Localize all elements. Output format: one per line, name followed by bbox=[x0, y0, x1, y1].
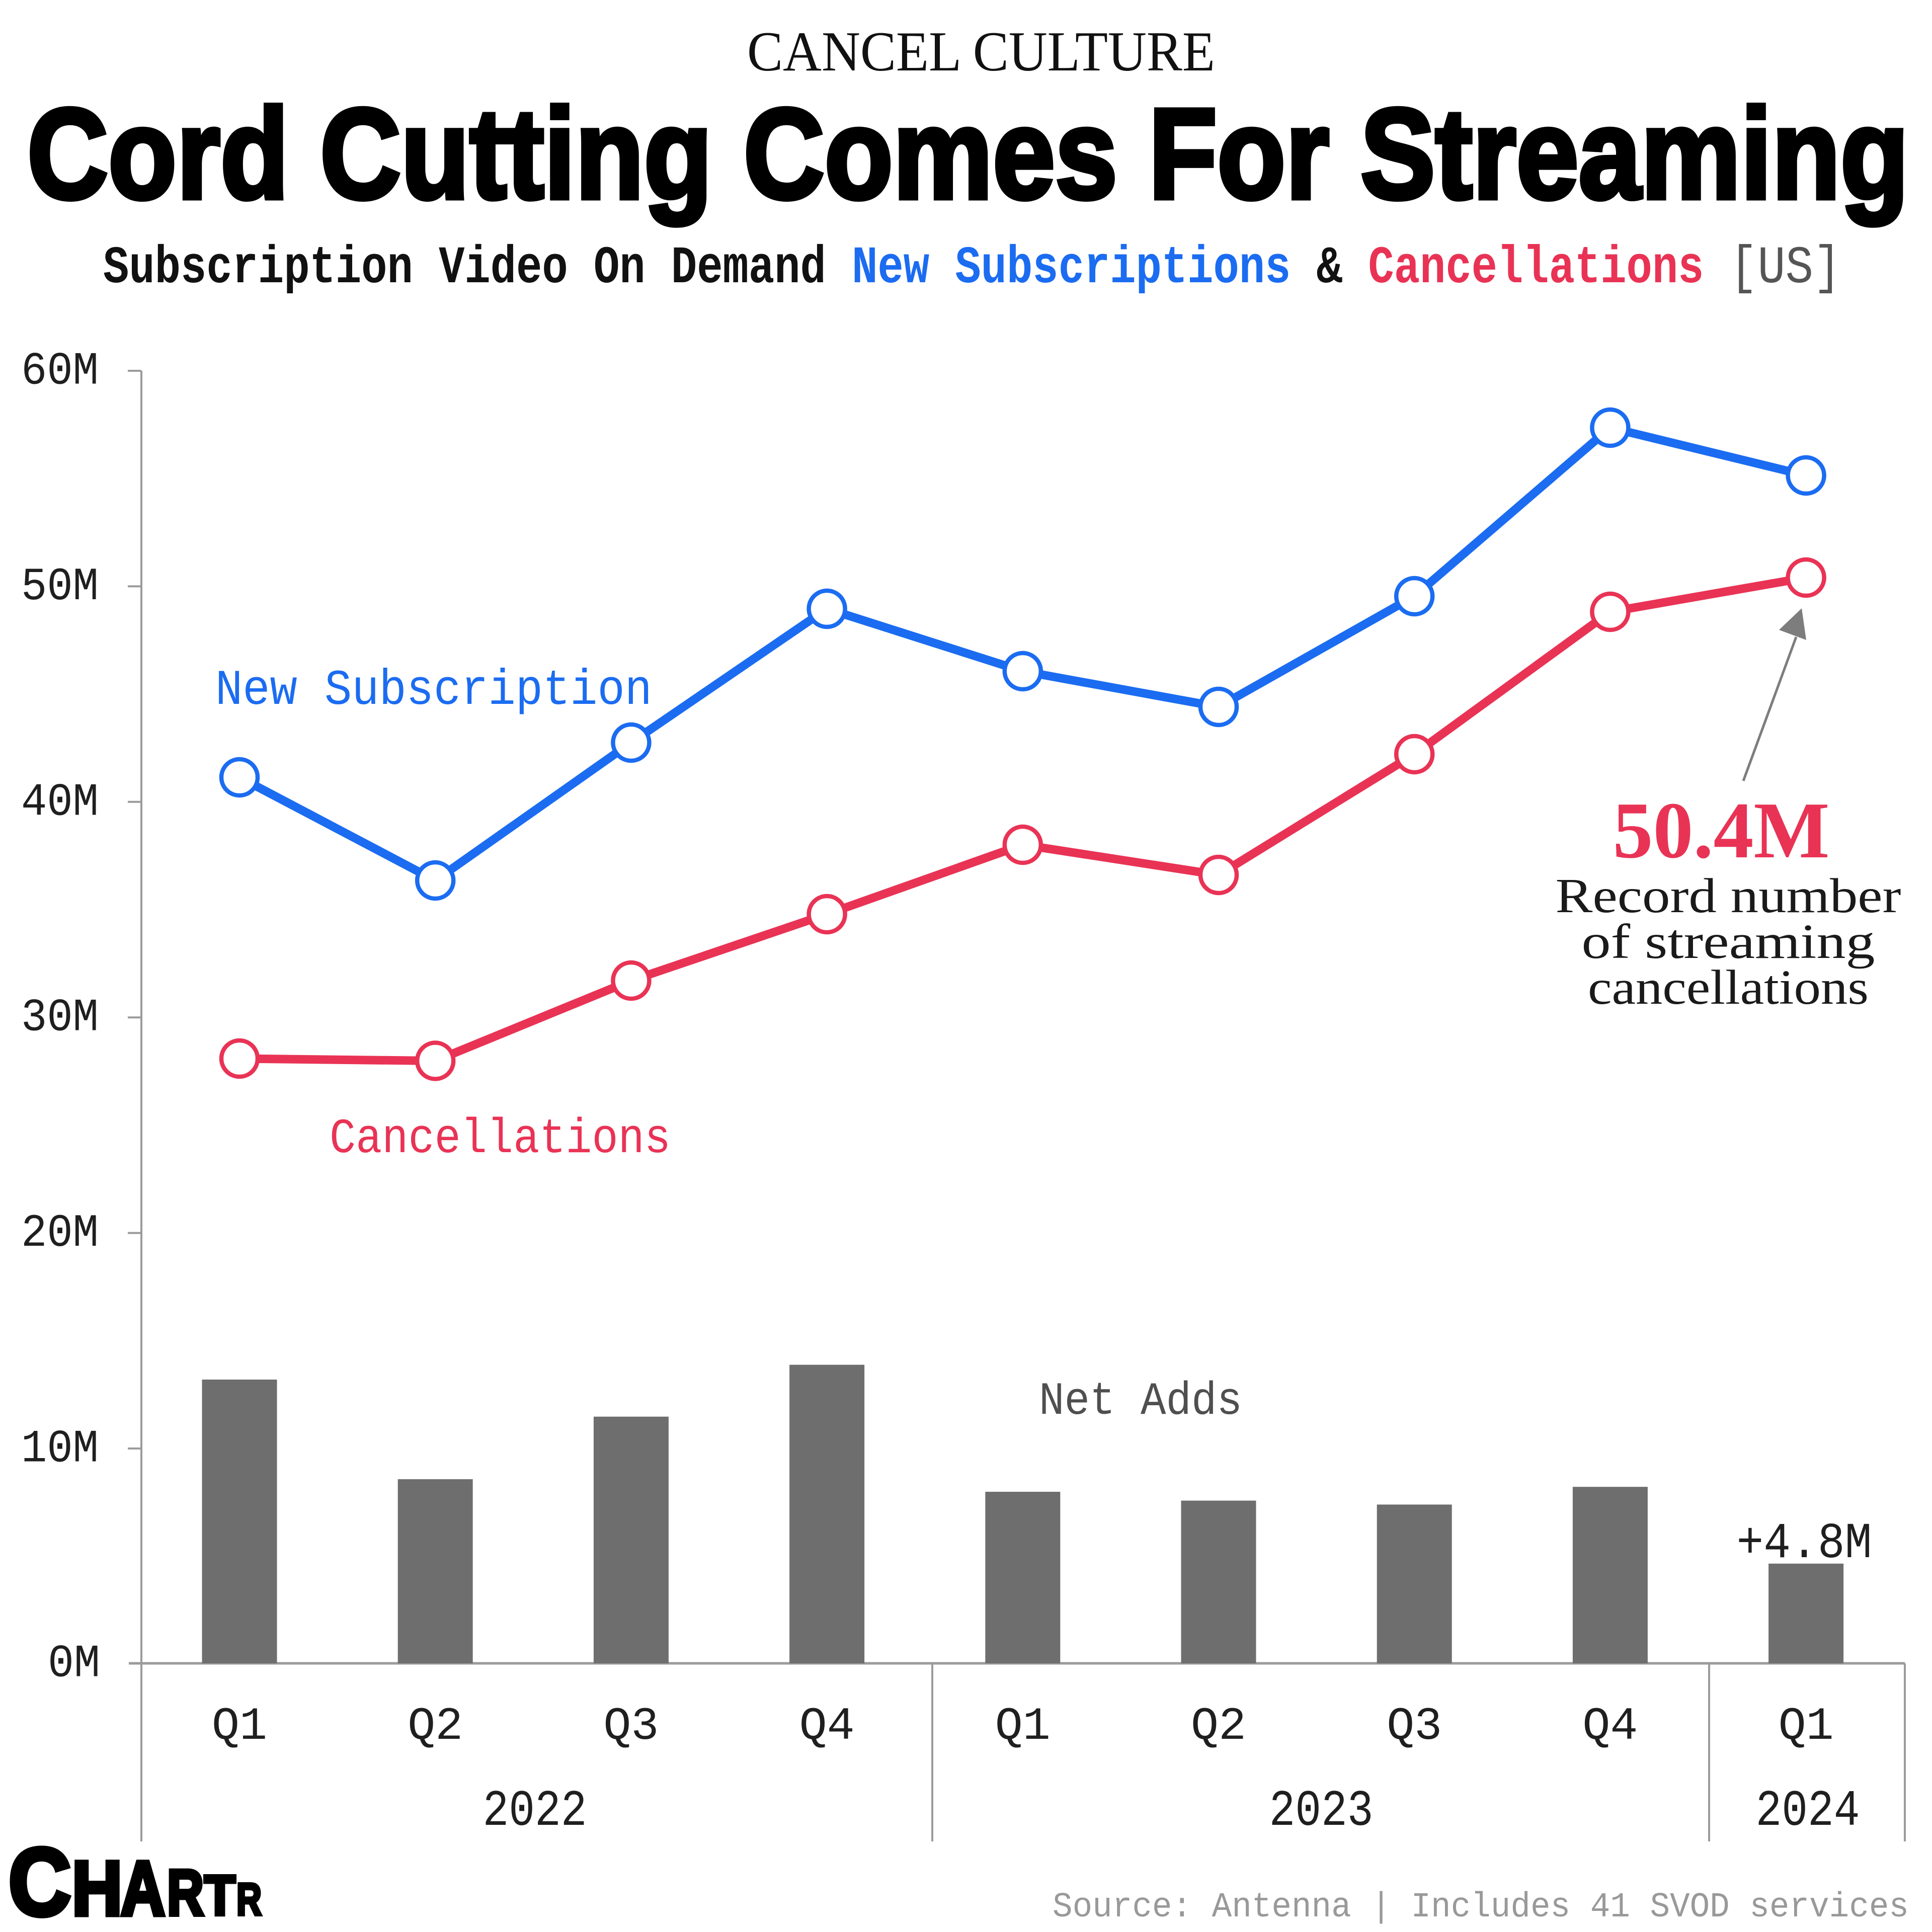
svg-text:H: H bbox=[72, 1845, 122, 1931]
svg-text:0M: 0M bbox=[48, 1638, 100, 1691]
svg-text:30M: 30M bbox=[21, 992, 99, 1044]
svg-text:Q1: Q1 bbox=[995, 1700, 1051, 1753]
svg-text:cancellations: cancellations bbox=[1588, 960, 1869, 1015]
svg-text:50.4M: 50.4M bbox=[1613, 785, 1830, 875]
svg-text:Subscription Video On Demand: Subscription Video On Demand bbox=[103, 238, 826, 298]
svg-text:Q4: Q4 bbox=[799, 1700, 855, 1753]
svg-text:+4.8M: +4.8M bbox=[1737, 1516, 1872, 1573]
svg-text:CANCEL CULTURE: CANCEL CULTURE bbox=[747, 21, 1215, 83]
svg-text:of streaming: of streaming bbox=[1582, 915, 1875, 969]
svg-text:T: T bbox=[204, 1864, 235, 1927]
svg-text:C: C bbox=[9, 1829, 71, 1932]
svg-text:Q2: Q2 bbox=[1191, 1700, 1246, 1753]
svg-text:Cancellations: Cancellations bbox=[330, 1112, 671, 1167]
svg-text:10M: 10M bbox=[21, 1423, 99, 1476]
svg-text:Q3: Q3 bbox=[1387, 1700, 1442, 1753]
svg-text:Q2: Q2 bbox=[408, 1700, 463, 1753]
svg-text:60M: 60M bbox=[21, 345, 99, 398]
svg-text:40M: 40M bbox=[21, 776, 99, 829]
svg-text:New Subscriptions: New Subscriptions bbox=[852, 238, 1291, 298]
svg-text:Q1: Q1 bbox=[1779, 1700, 1834, 1753]
svg-text:[US]: [US] bbox=[1730, 238, 1841, 298]
svg-text:Source: Antenna | Includes 41: Source: Antenna | Includes 41 SVOD servi… bbox=[1053, 1888, 1909, 1927]
svg-text:2022: 2022 bbox=[483, 1783, 587, 1840]
svg-text:Record number: Record number bbox=[1556, 869, 1901, 923]
svg-text:Q4: Q4 bbox=[1582, 1700, 1638, 1753]
svg-text:Net Adds: Net Adds bbox=[1039, 1375, 1242, 1428]
svg-text:Q1: Q1 bbox=[212, 1700, 267, 1753]
svg-text:2024: 2024 bbox=[1756, 1783, 1860, 1840]
svg-text:Q3: Q3 bbox=[603, 1700, 659, 1753]
svg-text:2023: 2023 bbox=[1269, 1783, 1374, 1840]
svg-text:A: A bbox=[121, 1845, 165, 1931]
svg-text:Cord Cutting Comes For Streami: Cord Cutting Comes For Streaming bbox=[27, 82, 1909, 226]
svg-text:New Subscription: New Subscription bbox=[215, 663, 652, 719]
svg-text:20M: 20M bbox=[21, 1207, 99, 1260]
svg-text:R: R bbox=[167, 1857, 204, 1929]
svg-text:R: R bbox=[236, 1875, 262, 1925]
svg-text:&: & bbox=[1317, 238, 1342, 298]
svg-text:Cancellations: Cancellations bbox=[1368, 238, 1704, 298]
svg-text:50M: 50M bbox=[21, 560, 99, 613]
